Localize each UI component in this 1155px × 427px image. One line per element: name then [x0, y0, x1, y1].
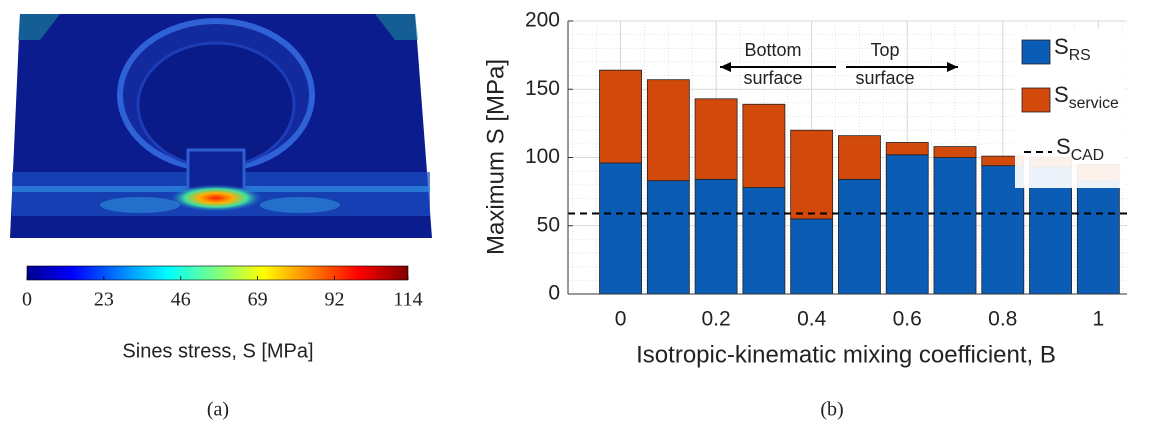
label-subscript: RS: [1069, 47, 1091, 64]
label-subscript: CAD: [1071, 147, 1104, 164]
arrow-head: [947, 62, 958, 72]
x-tick-label: 0.2: [702, 308, 731, 331]
colorbar-tick-label: 69: [248, 289, 268, 311]
x-tick-label: 0.8: [988, 308, 1017, 331]
annotation: Bottom: [744, 40, 801, 60]
label-main: S: [1054, 82, 1069, 107]
caption: (b): [820, 399, 843, 421]
x-tick-label: 0.6: [893, 308, 922, 331]
bar: [600, 163, 642, 294]
colorbar-tick-label: 46: [171, 289, 191, 311]
y-tick-label: 0: [548, 282, 560, 305]
colorbar: [27, 266, 408, 280]
legend-swatch: [1022, 88, 1050, 112]
arrow-head: [720, 62, 731, 72]
label-main: S: [1056, 134, 1071, 159]
colorbar-tick-label: 0: [22, 289, 32, 311]
bar: [791, 219, 833, 294]
colorbar-tick-label: 23: [94, 289, 114, 311]
x-tick-label: 0.4: [797, 308, 827, 331]
bar: [1077, 181, 1119, 294]
bar: [934, 147, 976, 158]
bar: [647, 181, 689, 294]
bar: [600, 70, 642, 163]
y-tick-label: 100: [525, 145, 560, 168]
x-axis-label: Isotropic-kinematic mixing coefficient, …: [636, 341, 1056, 368]
bar: [791, 130, 833, 219]
annotation: surface: [855, 68, 914, 88]
y-axis-label: Maximum S [MPa]: [482, 59, 509, 255]
y-tick-label: 50: [537, 213, 560, 236]
bar: [838, 136, 880, 180]
y-tick-label: 150: [525, 77, 560, 100]
bar: [743, 104, 785, 187]
bar: [743, 188, 785, 294]
contour-image: [10, 14, 432, 238]
bar: [695, 179, 737, 294]
bar: [838, 179, 880, 294]
bar: [934, 158, 976, 295]
caption: (a): [207, 399, 229, 421]
figure: Sines stress, S [MPa] (a) (b) Isotropic-…: [0, 0, 1155, 427]
colorbar-tick-label: 92: [324, 289, 344, 311]
bar: [647, 80, 689, 181]
x-tick-label: 1: [1092, 308, 1104, 331]
label-subscript: service: [1069, 95, 1119, 112]
annotation: surface: [743, 68, 802, 88]
colorbar-tick-label: 114: [393, 289, 422, 311]
annotation: Top: [870, 40, 899, 60]
page: Sines stress, S [MPa] (a) (b) Isotropic-…: [0, 0, 1155, 427]
bar: [886, 142, 928, 154]
bar: [886, 155, 928, 294]
label-main: S: [1054, 34, 1069, 59]
y-tick-label: 200: [525, 9, 560, 32]
colorbar-label: Sines stress, S [MPa]: [122, 340, 313, 362]
bar: [695, 99, 737, 180]
legend-swatch: [1022, 40, 1050, 64]
x-tick-label: 0: [615, 308, 627, 331]
